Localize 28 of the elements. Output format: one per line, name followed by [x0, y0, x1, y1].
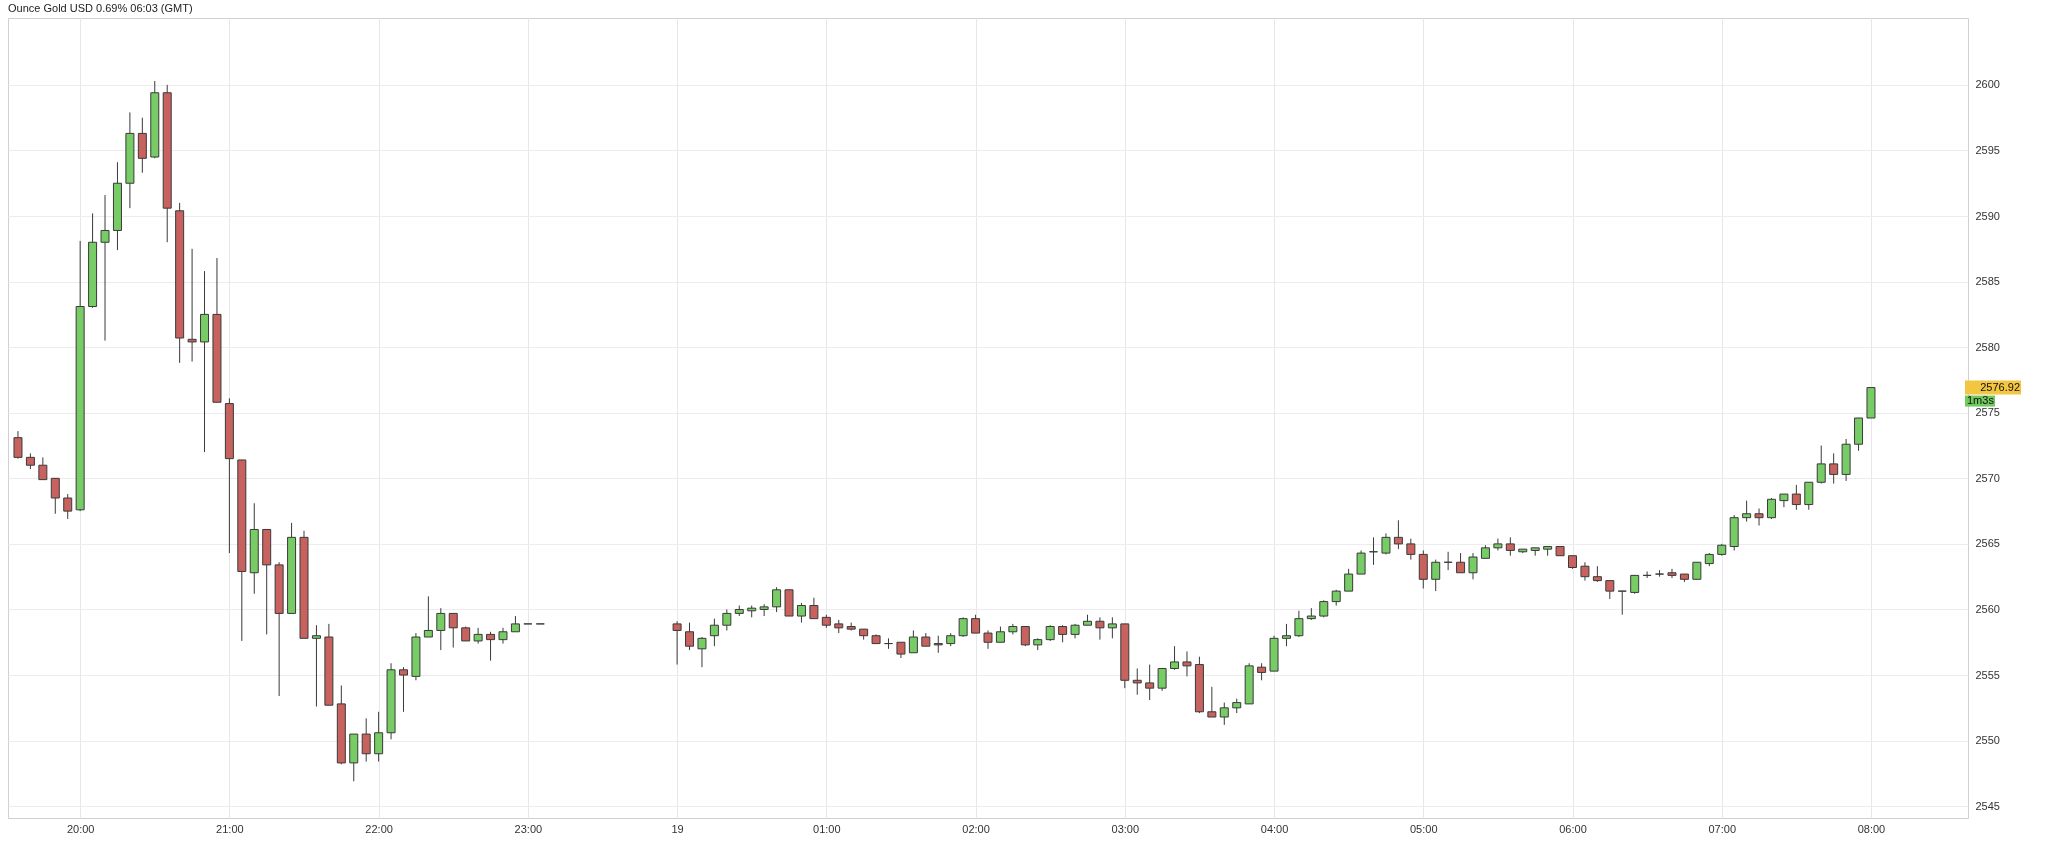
x-tick-label: 04:00	[1260, 822, 1289, 835]
x-tick-label: 23:00	[514, 822, 543, 835]
y-tick-label: 2575	[1975, 406, 2000, 419]
y-tick-label: 2555	[1975, 668, 2000, 681]
y-tick-label: 2560	[1975, 602, 2000, 615]
x-tick-label: 19	[671, 822, 684, 835]
x-tick-label: 01:00	[813, 822, 841, 835]
x-tick-label: 22:00	[365, 822, 393, 835]
y-tick-label: 2565	[1975, 537, 2000, 550]
y-tick-label: 2545	[1975, 799, 2000, 812]
y-tick-label: 2590	[1975, 209, 2000, 222]
x-tick-label: 21:00	[216, 822, 244, 835]
chart-title: Ounce Gold USD 0.69% 06:03 (GMT)	[8, 2, 193, 14]
x-tick-label: 02:00	[962, 822, 990, 835]
x-tick-label: 03:00	[1111, 822, 1140, 835]
x-tick-label: 06:00	[1559, 822, 1587, 835]
text: 1m3s	[1967, 394, 1995, 407]
x-tick-label: 07:00	[1708, 822, 1736, 835]
y-tick-label: 2580	[1975, 340, 2000, 353]
y-tick-label: 2595	[1975, 143, 2000, 156]
y-tick-label: 2585	[1975, 275, 2000, 288]
y-tick-label: 2600	[1975, 78, 2000, 91]
text: 2576.92	[1980, 380, 2020, 393]
y-tick-label: 2550	[1975, 734, 2000, 747]
x-tick-label: 05:00	[1410, 822, 1438, 835]
x-tick-label: 08:00	[1857, 822, 1886, 835]
y-tick-label: 2570	[1975, 471, 2000, 484]
x-tick-label: 20:00	[66, 822, 95, 835]
